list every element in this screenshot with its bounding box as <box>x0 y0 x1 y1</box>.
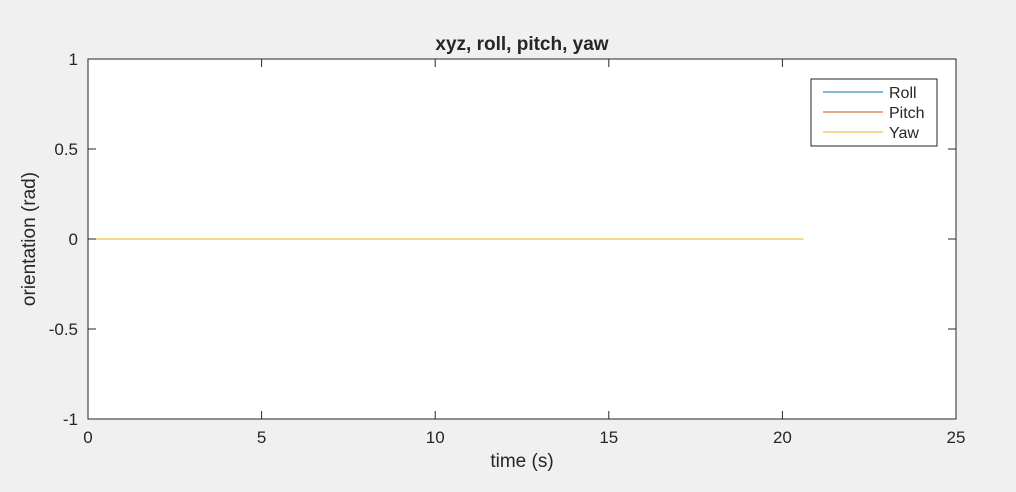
legend[interactable]: Roll Pitch Yaw <box>810 78 938 147</box>
x-axis: 0 5 10 15 20 25 <box>83 59 965 447</box>
x-tick-label: 20 <box>773 428 792 447</box>
y-axis-label: orientation (rad) <box>19 172 40 306</box>
x-tick-label: 5 <box>257 428 266 447</box>
legend-items: Roll Pitch Yaw <box>823 85 925 142</box>
legend-label-pitch: Pitch <box>889 105 925 122</box>
x-tick-label: 15 <box>599 428 618 447</box>
y-tick-label: 0 <box>69 230 78 249</box>
x-axis-label: time (s) <box>490 451 553 472</box>
y-axis: -1 -0.5 0 0.5 1 <box>49 50 956 429</box>
x-tick-label: 25 <box>947 428 966 447</box>
x-tick-label: 0 <box>83 428 92 447</box>
chart-title: xyz, roll, pitch, yaw <box>435 34 608 55</box>
y-tick-label: -0.5 <box>49 320 78 339</box>
y-tick-label: 1 <box>69 50 78 69</box>
y-tick-label: -1 <box>63 410 78 429</box>
y-tick-label: 0.5 <box>54 140 78 159</box>
x-tick-label: 10 <box>426 428 445 447</box>
legend-label-yaw: Yaw <box>889 125 919 142</box>
legend-label-roll: Roll <box>889 85 917 102</box>
